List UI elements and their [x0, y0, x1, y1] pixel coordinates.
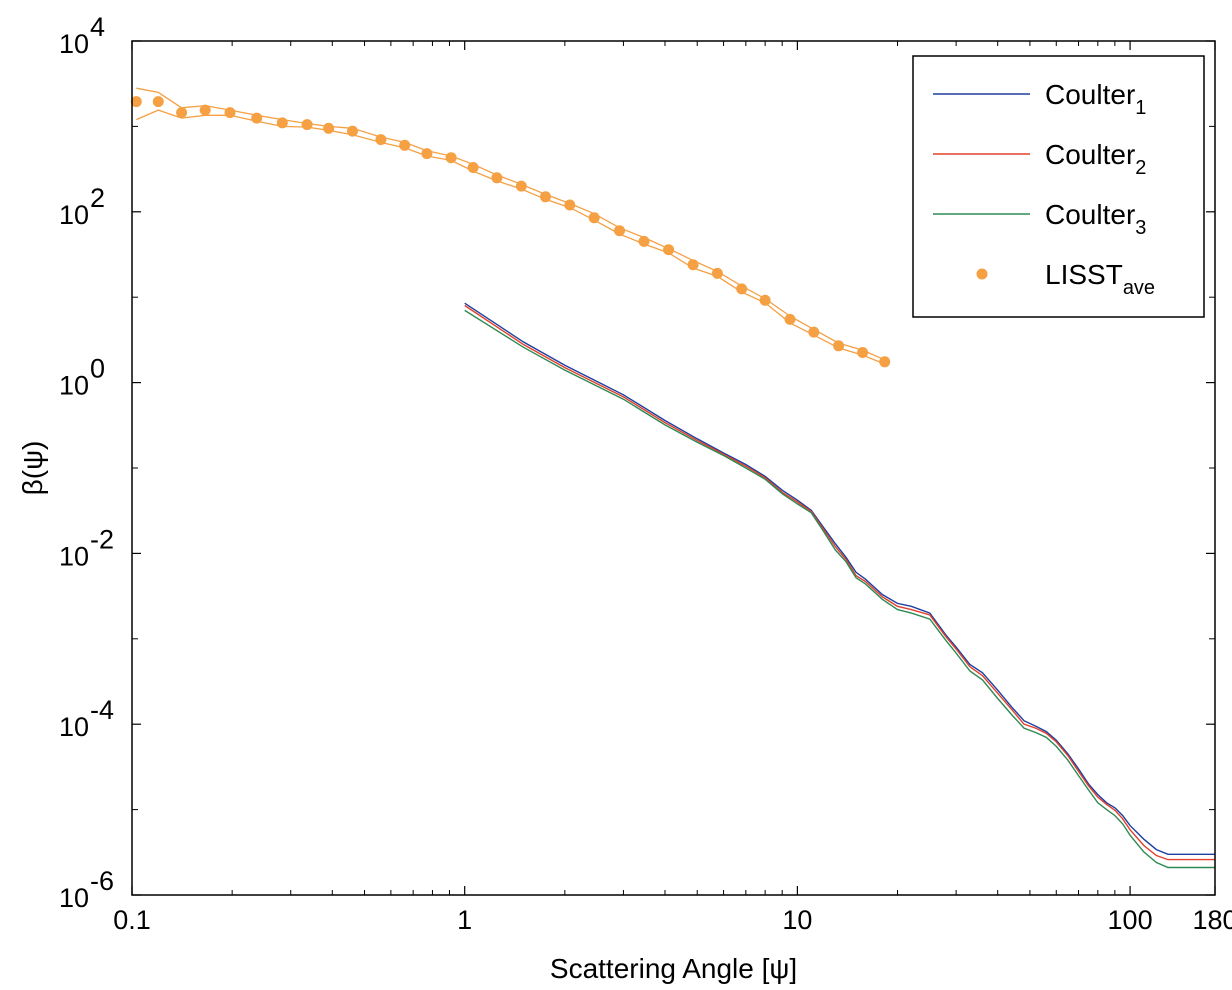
legend-label-subscript: ave — [1123, 277, 1155, 299]
y-axis-title: β(ψ) — [17, 441, 48, 496]
legend-label: Coulter1 — [1045, 79, 1146, 119]
legend-box — [912, 55, 1205, 318]
series-line-coulter-3 — [464, 309, 1215, 869]
lisst-point — [711, 267, 723, 279]
lisst-point — [759, 294, 771, 306]
data-layer — [130, 87, 1215, 869]
lisst-point — [879, 356, 891, 368]
x-axis-title: Scattering Angle [ψ] — [550, 953, 797, 984]
lisst-point — [176, 107, 188, 119]
legend-label-subscript: 1 — [1135, 97, 1146, 119]
legend-label-name: Coulter — [1045, 79, 1135, 110]
lisst-point — [736, 283, 748, 295]
lisst-point — [515, 180, 527, 192]
lisst-point — [687, 259, 699, 271]
legend-label: Coulter3 — [1045, 199, 1146, 239]
lisst-point — [663, 244, 675, 256]
legend-label-subscript: 3 — [1135, 217, 1146, 239]
lisst-point — [399, 139, 411, 151]
series-line-coulter-1 — [464, 302, 1215, 855]
legend-label: Coulter2 — [1045, 139, 1146, 179]
y-tick-label: 10 — [59, 200, 89, 230]
lisst-point — [152, 96, 164, 108]
y-tick-exponent: -6 — [90, 866, 114, 896]
y-tick-exponent: -2 — [90, 524, 114, 554]
legend-label-subscript: 2 — [1135, 157, 1146, 179]
x-tick-label: 10 — [782, 905, 812, 935]
x-tick-label: 180 — [1192, 905, 1232, 935]
lisst-point — [857, 347, 869, 358]
x-tick-label: 1 — [457, 905, 472, 935]
lisst-point — [808, 326, 820, 338]
lisst-point — [614, 225, 625, 237]
lisst-point — [347, 125, 358, 137]
lisst-point — [467, 162, 479, 173]
lisst-point — [564, 199, 576, 211]
lisst-point — [130, 96, 142, 108]
lisst-point — [301, 119, 313, 131]
lisst-point — [421, 148, 433, 160]
x-tick-label: 100 — [1108, 905, 1153, 935]
y-tick-exponent: 0 — [90, 354, 105, 384]
y-tick-label: 10 — [59, 371, 89, 401]
y-tick-exponent: 4 — [90, 12, 105, 42]
lisst-point — [276, 117, 288, 129]
lisst-point — [491, 172, 503, 184]
y-tick-exponent: -4 — [90, 695, 114, 725]
lisst-point — [323, 122, 335, 134]
y-tick-label: 10 — [59, 883, 89, 913]
legend-swatch-marker — [976, 268, 988, 280]
lisst-point — [588, 212, 600, 224]
lisst-point — [251, 112, 263, 124]
y-tick-label: 10 — [59, 541, 89, 571]
legend-label-name: LISST — [1045, 259, 1123, 290]
x-tick-label: 0.1 — [113, 905, 151, 935]
lisst-point — [833, 340, 845, 352]
lisst-point — [445, 152, 457, 164]
legend-label-name: Coulter — [1045, 199, 1135, 230]
lisst-point — [784, 313, 796, 325]
series-line-coulter-2 — [464, 304, 1215, 861]
lisst-point — [638, 235, 650, 247]
legend-label-name: Coulter — [1045, 139, 1135, 170]
lisst-point — [375, 134, 387, 146]
y-tick-label: 10 — [59, 712, 89, 742]
y-tick-label: 10 — [59, 29, 89, 59]
lisst-point — [199, 104, 211, 116]
y-tick-exponent: 2 — [90, 183, 105, 213]
lisst-point — [224, 107, 236, 119]
lisst-point — [540, 191, 551, 203]
legend-label: LISSTave — [1045, 259, 1155, 299]
